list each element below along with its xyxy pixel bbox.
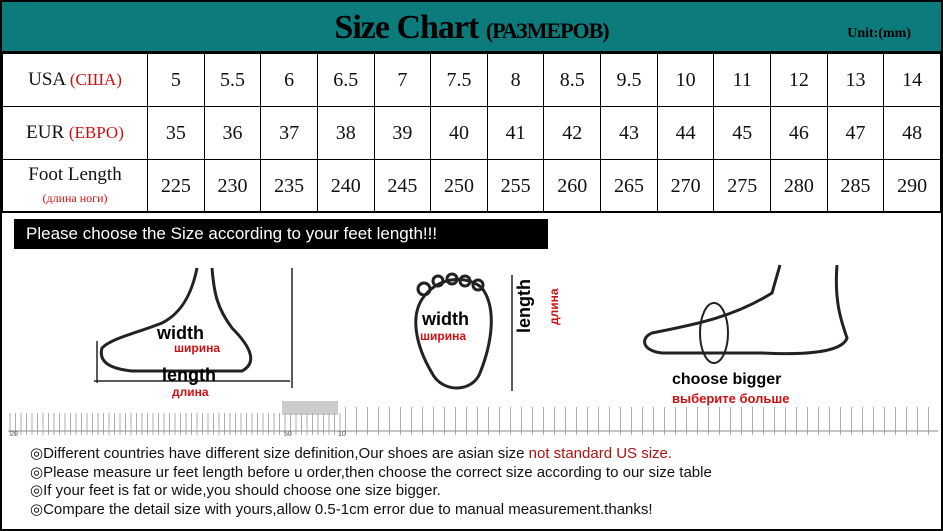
row-label-en: USA — [28, 69, 66, 90]
size-cell: 285 — [826, 159, 885, 213]
size-cell: 265 — [600, 159, 658, 213]
size-cell: 40 — [430, 106, 488, 160]
note-item: ◎If your feet is fat or wide,you should … — [30, 482, 712, 501]
chart-header: Size Chart (РАЗМЕРОВ) Unit:(mm) — [2, 2, 941, 53]
size-cell: 48 — [883, 106, 941, 160]
foot-illustrations — [94, 264, 849, 391]
size-cell: 43 — [600, 106, 658, 160]
row-label: USA (США) — [2, 53, 148, 107]
size-cell: 280 — [770, 159, 828, 213]
table-row: USA (США) 5 5.5 6 6.5 7 7.5 8 8.5 9.5 10 11 12 13 14 — [2, 53, 941, 107]
size-chart: Size Chart (РАЗМЕРОВ) Unit:(mm) USA (США… — [0, 0, 943, 213]
unit-label: Unit:(mm) — [847, 26, 911, 41]
bullet-icon: ◎ — [30, 500, 44, 518]
size-cell: 42 — [543, 106, 602, 160]
bullet-icon: ◎ — [30, 445, 44, 462]
row-label-en: Foot Length — [28, 163, 122, 185]
size-cell: 6 — [260, 53, 318, 107]
side-length-ru: длина — [172, 385, 209, 399]
top-length-ru: длина — [547, 288, 561, 325]
size-cell: 260 — [543, 159, 602, 213]
size-cell: 240 — [316, 159, 375, 213]
size-cell: 12 — [770, 53, 828, 107]
size-cell: 46 — [770, 106, 828, 160]
size-cell: 14 — [883, 53, 941, 107]
instructions-panel: Please choose the Size according to your… — [0, 213, 943, 531]
size-cell: 10 — [656, 53, 715, 107]
size-cell: 36 — [203, 106, 262, 160]
size-cell: 35 — [147, 106, 205, 160]
side-width-ru: ширина — [174, 341, 221, 355]
note-text: Compare the detail size with yours,allow… — [43, 500, 653, 518]
size-cell: 275 — [713, 159, 772, 213]
note-item: ◎Different countries have different size… — [30, 445, 712, 464]
bullet-icon: ◎ — [30, 482, 44, 499]
size-cell: 245 — [373, 159, 432, 213]
size-cell: 38 — [316, 106, 375, 160]
ruler-shade — [282, 401, 338, 415]
ruler-label: 10 — [338, 431, 346, 438]
top-width-ru: ширина — [420, 329, 467, 343]
table-row: EUR (ЕВРО) 35 36 37 38 39 40 41 42 43 44 45 46 47 48 — [2, 106, 941, 160]
note-text: Different countries have different size … — [43, 445, 529, 462]
row-label: Foot Length (длина ноги) — [2, 159, 148, 213]
ruler — [8, 401, 938, 435]
choose-bigger-ru: выберите больше — [672, 391, 790, 406]
size-cell: 44 — [656, 106, 715, 160]
size-cell: 7 — [373, 53, 432, 107]
row-label: EUR (ЕВРО) — [2, 106, 148, 160]
size-cell: 255 — [486, 159, 545, 213]
side-foot-icon — [94, 267, 293, 388]
top-length-label: length — [514, 279, 534, 333]
row-label-en: EUR — [26, 122, 65, 143]
size-cell: 8.5 — [543, 53, 602, 107]
bullet-icon: ◎ — [30, 463, 44, 481]
note-text: If your feet is fat or wide,you should c… — [43, 482, 441, 499]
size-cell: 290 — [883, 159, 941, 213]
note-item: ◎Please measure ur feet length before u … — [30, 464, 712, 483]
ruler-label: 50 — [284, 431, 292, 438]
size-cell: 230 — [203, 159, 262, 213]
row-label-ru: (ЕВРО) — [68, 123, 124, 142]
choose-bigger-label: choose bigger — [672, 371, 782, 388]
size-cell: 6.5 — [316, 53, 375, 107]
size-cell: 45 — [713, 106, 772, 160]
note-text: Please measure ur feet length before u o… — [43, 463, 712, 481]
size-cell: 9.5 — [600, 53, 658, 107]
row-label-ru: (длина ноги) — [42, 190, 108, 205]
size-cell: 39 — [373, 106, 432, 160]
size-cell: 8 — [486, 53, 545, 107]
notes-list: ◎Different countries have different size… — [30, 445, 712, 519]
bigger-foot-icon — [643, 264, 849, 364]
ruler-label: 20 — [10, 431, 18, 438]
side-width-label: width — [157, 323, 204, 343]
title-text: Size Chart — [334, 9, 479, 46]
size-table: USA (США) 5 5.5 6 6.5 7 7.5 8 8.5 9.5 10 11 12 13 14 EU… — [2, 53, 941, 213]
size-cell: 225 — [147, 159, 205, 213]
table-row: Foot Length (длина ноги) 225 230 235 240 245 25… — [2, 159, 941, 213]
size-cell: 37 — [260, 106, 318, 160]
size-cell: 7.5 — [430, 53, 488, 107]
size-cell: 5.5 — [203, 53, 262, 107]
note-item: ◎Compare the detail size with yours,allo… — [30, 501, 712, 520]
size-cell: 5 — [147, 53, 205, 107]
note-highlight: not standard US size. — [528, 445, 673, 462]
size-cell: 47 — [826, 106, 885, 160]
row-label-ru: (США) — [69, 70, 122, 89]
instruction-banner: Please choose the Size according to your… — [14, 219, 548, 249]
size-cell: 270 — [656, 159, 715, 213]
size-cell: 235 — [260, 159, 318, 213]
size-cell: 250 — [430, 159, 488, 213]
size-cell: 41 — [486, 106, 545, 160]
title-sub: (РАЗМЕРОВ) — [485, 18, 610, 43]
side-length-label: length — [162, 365, 216, 385]
chart-title: Size Chart (РАЗМЕРОВ) — [334, 9, 610, 46]
top-width-label: width — [422, 309, 469, 329]
size-cell: 13 — [826, 53, 885, 107]
top-foot-icon — [414, 272, 513, 391]
size-cell: 11 — [713, 53, 772, 107]
